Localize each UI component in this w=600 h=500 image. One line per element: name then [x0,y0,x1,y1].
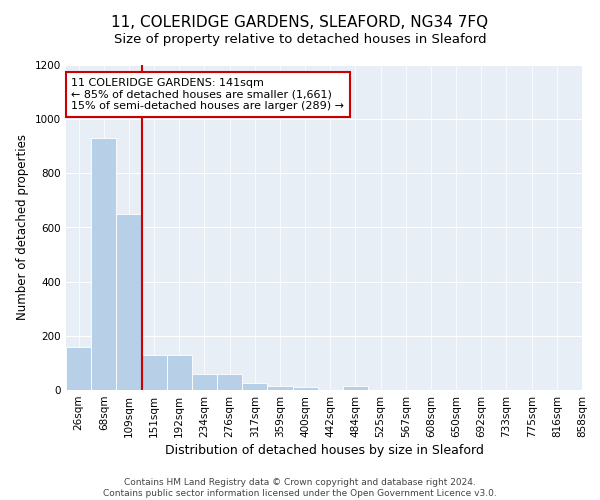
Bar [343,386,368,390]
Text: 11, COLERIDGE GARDENS, SLEAFORD, NG34 7FQ: 11, COLERIDGE GARDENS, SLEAFORD, NG34 7F… [112,15,488,30]
Y-axis label: Number of detached properties: Number of detached properties [16,134,29,320]
Bar [142,355,167,390]
Bar [242,383,268,390]
Bar [167,355,192,390]
Text: Contains HM Land Registry data © Crown copyright and database right 2024.
Contai: Contains HM Land Registry data © Crown c… [103,478,497,498]
Text: 11 COLERIDGE GARDENS: 141sqm
← 85% of detached houses are smaller (1,661)
15% of: 11 COLERIDGE GARDENS: 141sqm ← 85% of de… [71,78,344,111]
Bar [66,346,91,390]
Bar [91,138,116,390]
X-axis label: Distribution of detached houses by size in Sleaford: Distribution of detached houses by size … [164,444,484,457]
Text: Size of property relative to detached houses in Sleaford: Size of property relative to detached ho… [113,32,487,46]
Bar [217,374,242,390]
Bar [116,214,142,390]
Bar [268,386,293,390]
Bar [192,374,217,390]
Bar [293,388,318,390]
